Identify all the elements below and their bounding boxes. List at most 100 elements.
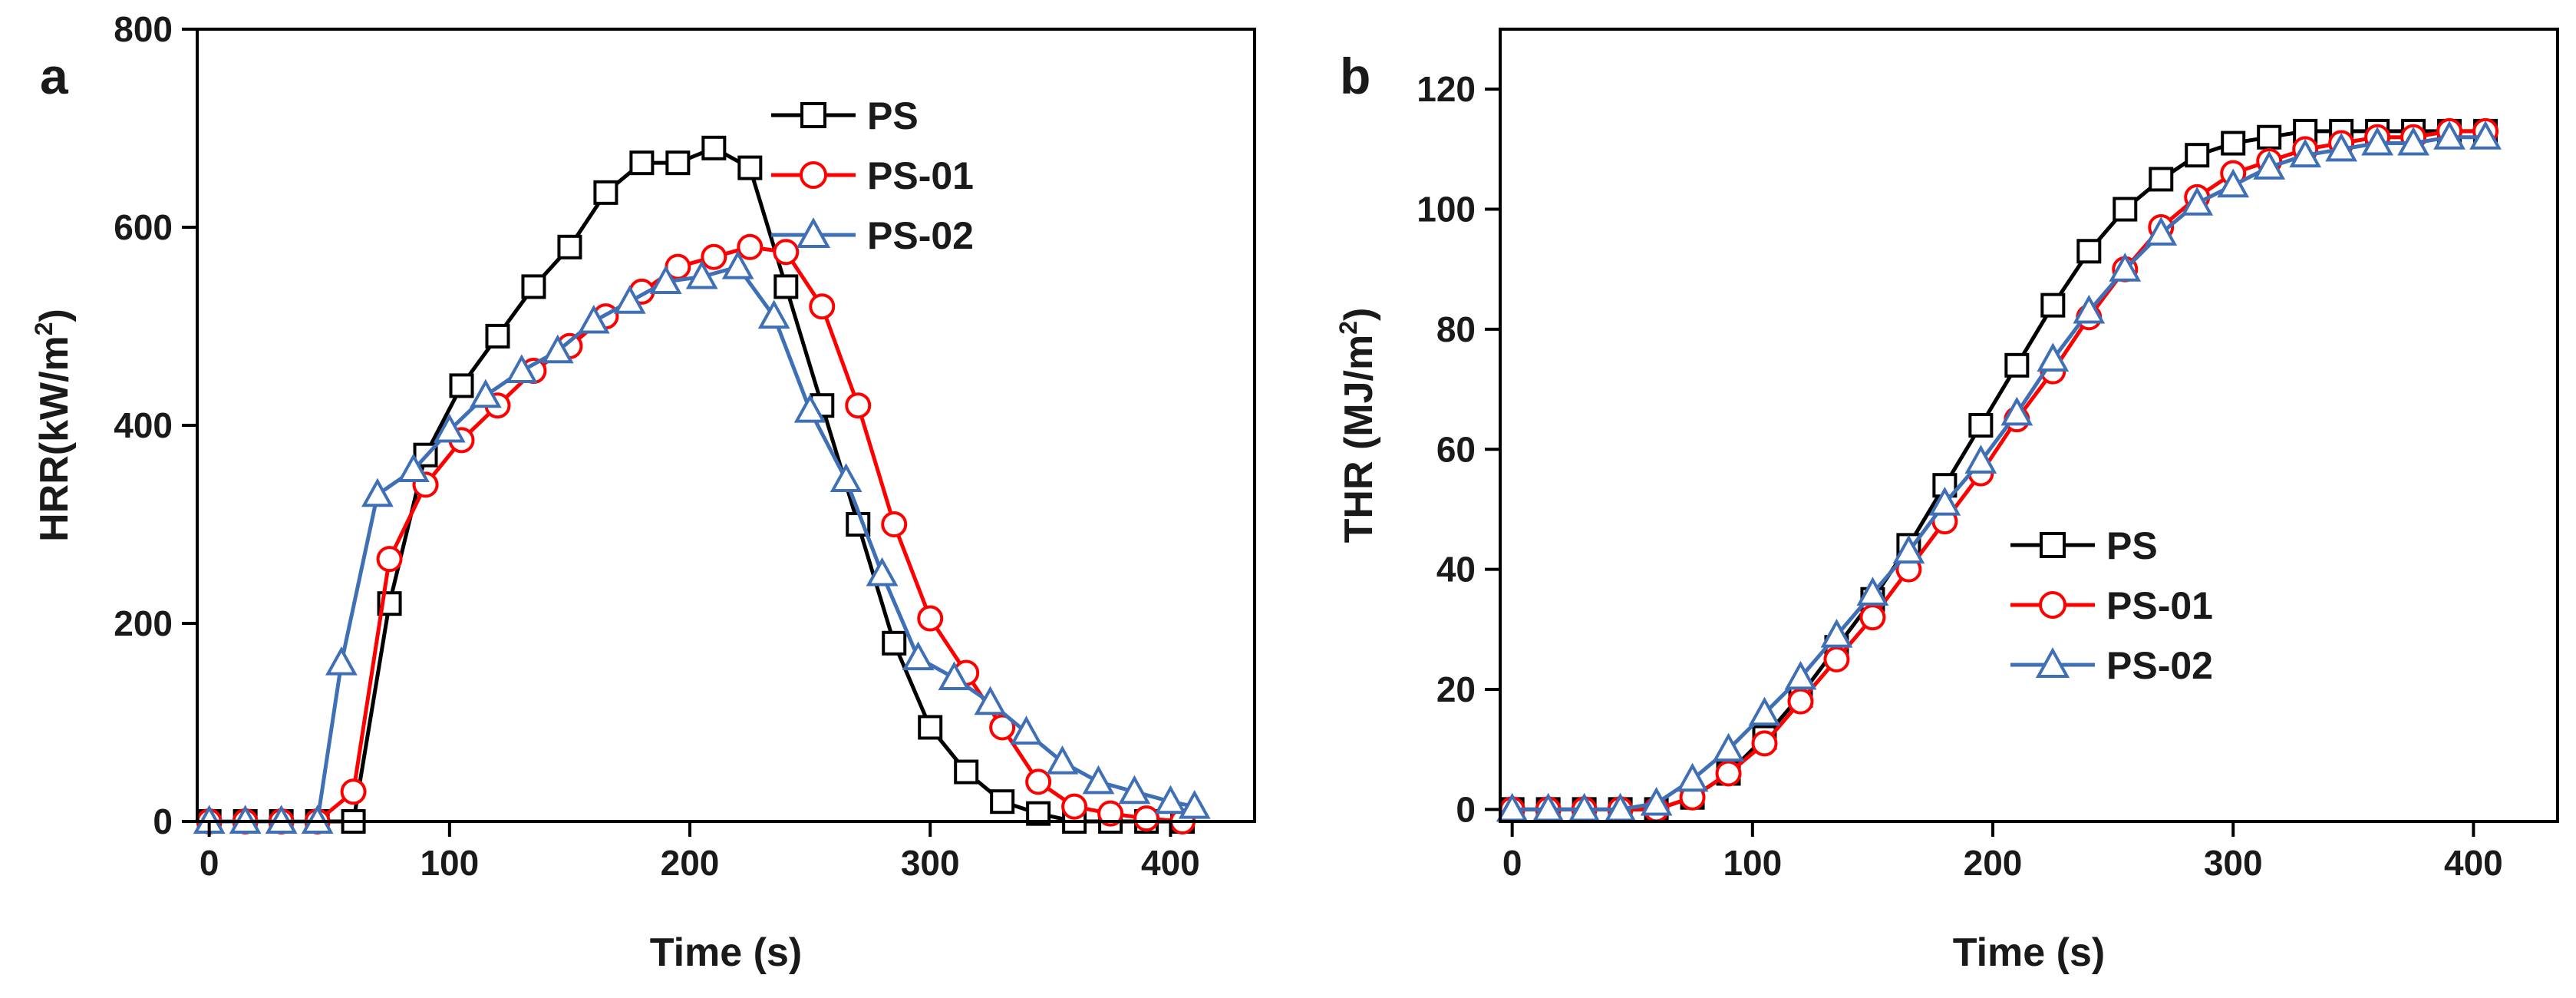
- panel-a-ps-02-point: [1178, 790, 1211, 819]
- panel-b-ps-02-point: [1820, 619, 1853, 648]
- panel-a-ps-02-point: [974, 686, 1007, 715]
- panel-a-legend-label-ps-01: PS-01: [867, 154, 974, 197]
- panel-a-ps-02-point: [938, 661, 971, 690]
- panel-a-ps-line: [209, 146, 1182, 824]
- panel-b-x-tick-label-100: 100: [1723, 843, 1782, 883]
- panel-a-ps-point: [737, 155, 763, 180]
- panel-b-y-axis-title-sup: 2: [1334, 321, 1362, 335]
- panel-a-ps-point: [701, 135, 727, 160]
- panel-b-legend-marker-ps: [2040, 532, 2066, 558]
- panel-b-ps-02-point: [2469, 121, 2502, 150]
- panel-a-ps-01-point: [917, 605, 944, 632]
- panel-a-ps-02-point: [902, 641, 935, 671]
- panel-a-ps-point: [954, 759, 979, 785]
- panel-b-ps-02-point: [2145, 216, 2178, 246]
- panel-a-y-tick-label-600: 600: [114, 207, 173, 247]
- panel-a-legend-item-ps-01: PS-01: [771, 154, 974, 197]
- panel-a-series-ps-01: [196, 233, 1196, 834]
- panel-b-ps-02-point: [2433, 121, 2466, 150]
- panel-a-ps-01-point: [701, 243, 727, 270]
- panel-b-y-tick-label-40: 40: [1436, 550, 1476, 590]
- panel-b-x-tick-label-400: 400: [2444, 843, 2503, 883]
- panel-b-series-ps-01: [1499, 117, 2499, 823]
- panel-a-x-tick-label-200: 200: [661, 843, 720, 883]
- panel-a-ps-01-point: [989, 714, 1016, 741]
- panel-a-ps-02-point: [649, 265, 682, 294]
- panel-a-ps-02-point: [1118, 775, 1151, 805]
- panel-a-y-axis-title-sup: 2: [30, 322, 58, 335]
- panel-a-ps-01-point: [773, 239, 800, 266]
- panel-b-plot-area: [1496, 117, 2502, 823]
- panel-b-ps-01-point: [1859, 604, 1886, 631]
- panel-a-ps-point: [485, 323, 510, 349]
- panel-a-ps-02-point: [830, 463, 863, 492]
- panel-a-y-axis-title-main: HRR(kW/m: [32, 335, 77, 542]
- panel-a-ps-02-point: [433, 413, 466, 443]
- panel-b-y-axis-title-main: THR (MJ/m: [1337, 335, 1381, 544]
- panel-a-ps-01-line: [209, 245, 1183, 824]
- panel-a-ps-point: [629, 150, 655, 176]
- panel-a-y-tick-label-800: 800: [114, 9, 173, 49]
- panel-b-ps-02-point: [2073, 294, 2106, 324]
- panel-b-ps-01-line: [1512, 129, 2485, 811]
- panel-a-x-tick-label-400: 400: [1141, 843, 1200, 883]
- panel-a-ps-01-point: [809, 293, 836, 320]
- panel-b-ps-01-point: [1823, 646, 1850, 672]
- panel-label-a: a: [40, 48, 69, 104]
- panel-a-x-tick-label-100: 100: [420, 843, 479, 883]
- panel-a-y-tick-label-400: 400: [114, 405, 173, 445]
- panel-a-series-ps: [196, 135, 1196, 834]
- panel-a-ps-point: [990, 789, 1015, 815]
- panel-b-y-axis-title-close: ): [1337, 308, 1381, 321]
- panel-b-y-axis-title: THR (MJ/m2): [1334, 308, 1381, 544]
- panel-b-ps-point: [2113, 197, 2138, 222]
- panel-a-legend-item-ps: PS: [771, 94, 919, 137]
- panel-a-plot-area: [193, 135, 1211, 834]
- panel-b-legend-marker-ps-02: [2035, 647, 2070, 678]
- panel-a-ps-point: [521, 274, 546, 299]
- panel-b-ps-02-point: [1892, 534, 1925, 564]
- panel-b-ps-point: [2076, 239, 2102, 264]
- panel-b-x-tick-label-300: 300: [2204, 843, 2263, 883]
- panel-a-ps-01-point: [881, 511, 908, 537]
- panel-a-ps-01-point: [1133, 805, 1160, 832]
- panel-a-ps-02-point: [325, 646, 358, 676]
- panel-a-legend-marker-ps: [800, 102, 826, 128]
- panel-b-ps-point: [2149, 167, 2174, 192]
- panel-a-legend-label-ps: PS: [867, 94, 919, 137]
- panel-a-ps-01-point: [376, 546, 403, 573]
- panel-a-x-tick-label-0: 0: [200, 843, 219, 883]
- panel-b-ps-point: [2257, 124, 2282, 150]
- panel-a-legend-marker-ps-02: [796, 217, 831, 248]
- panel-a-x-tick-label-300: 300: [901, 843, 960, 883]
- panel-b-ps-01-point: [1715, 760, 1742, 787]
- panel-b-ps-02-point: [2037, 342, 2070, 372]
- panel-a-ps-point: [665, 150, 691, 176]
- panel-a-ps-02-point: [793, 394, 826, 423]
- panel-b-legend-marker-ps-01: [2039, 591, 2066, 619]
- panel-a-ps-02-line: [209, 265, 1196, 824]
- panel-a-ps-point: [773, 274, 799, 299]
- panel-a-ps-02-point: [757, 299, 790, 329]
- panel-a-ps-02-point: [577, 304, 610, 334]
- panel-b-y-tick-label-120: 120: [1417, 69, 1476, 109]
- panel-b-series-ps: [1499, 118, 2498, 822]
- panel-a-y-axis-title-close: ): [32, 309, 77, 322]
- panel-a-legend: PS PS-01 PS-02: [771, 94, 974, 257]
- panel-b-ps-02-point: [1928, 487, 1961, 516]
- panel-b-ps-01-point: [1751, 730, 1778, 757]
- panel-b-x-axis-title: Time (s): [1953, 930, 2105, 975]
- panel-a-ps-01-point: [1097, 800, 1124, 827]
- panel-a-ps-01-point: [1025, 768, 1052, 795]
- panel-a-ps-point: [593, 180, 618, 205]
- panel-b-series-ps-02: [1496, 121, 2502, 822]
- panel-b-legend-label-ps-01: PS-01: [2106, 584, 2213, 627]
- panel-b-ps-02-point: [2109, 253, 2142, 282]
- panel-a-ps-02-point: [505, 354, 538, 384]
- panel-b-ps-02-point: [1712, 732, 1745, 762]
- panel-b-y-tick-label-0: 0: [1456, 789, 1476, 829]
- panel-b-y-tick-label-20: 20: [1436, 669, 1476, 709]
- panel-b-ps-02-point: [2325, 132, 2358, 162]
